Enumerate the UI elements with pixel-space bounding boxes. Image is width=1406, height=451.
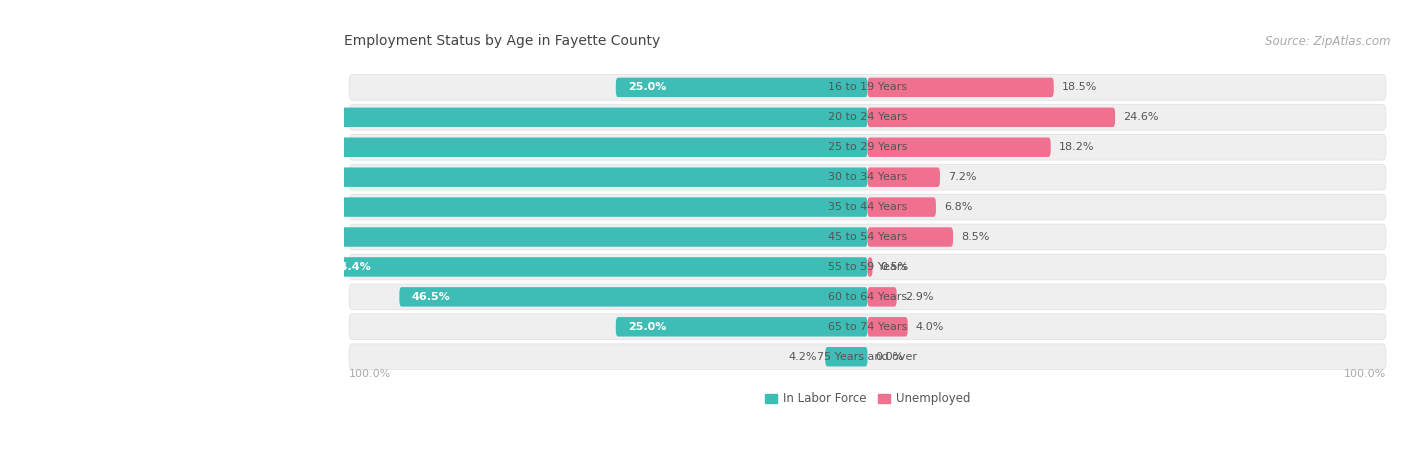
- Text: 0.5%: 0.5%: [880, 262, 908, 272]
- Text: 100.0%: 100.0%: [349, 369, 391, 379]
- Text: 25.0%: 25.0%: [628, 83, 666, 92]
- Text: 8.5%: 8.5%: [962, 232, 990, 242]
- Text: 30 to 34 Years: 30 to 34 Years: [828, 172, 907, 182]
- Text: 75 Years and over: 75 Years and over: [817, 352, 918, 362]
- Text: 0.0%: 0.0%: [876, 352, 904, 362]
- FancyBboxPatch shape: [349, 194, 1386, 220]
- FancyBboxPatch shape: [868, 78, 1053, 97]
- FancyBboxPatch shape: [128, 138, 868, 157]
- Text: 72.3%: 72.3%: [152, 232, 190, 242]
- FancyBboxPatch shape: [349, 344, 1386, 370]
- Legend: In Labor Force, Unemployed: In Labor Force, Unemployed: [761, 388, 974, 410]
- FancyBboxPatch shape: [868, 227, 953, 247]
- Text: 54.4%: 54.4%: [332, 262, 371, 272]
- FancyBboxPatch shape: [146, 198, 868, 217]
- Text: 73.5%: 73.5%: [139, 142, 179, 152]
- Text: Employment Status by Age in Fayette County: Employment Status by Age in Fayette Coun…: [344, 34, 661, 48]
- FancyBboxPatch shape: [825, 347, 868, 367]
- Text: Source: ZipAtlas.com: Source: ZipAtlas.com: [1265, 35, 1391, 48]
- Text: 4.2%: 4.2%: [789, 352, 817, 362]
- Text: 83.6%: 83.6%: [38, 172, 76, 182]
- FancyBboxPatch shape: [616, 78, 868, 97]
- Text: 24.6%: 24.6%: [1123, 112, 1159, 122]
- Text: 16 to 19 Years: 16 to 19 Years: [828, 83, 907, 92]
- Text: 60 to 64 Years: 60 to 64 Years: [828, 292, 907, 302]
- FancyBboxPatch shape: [349, 224, 1386, 250]
- FancyBboxPatch shape: [399, 287, 868, 307]
- FancyBboxPatch shape: [349, 105, 1386, 130]
- FancyBboxPatch shape: [868, 198, 936, 217]
- FancyBboxPatch shape: [868, 167, 941, 187]
- FancyBboxPatch shape: [868, 108, 1115, 127]
- FancyBboxPatch shape: [349, 284, 1386, 310]
- FancyBboxPatch shape: [349, 134, 1386, 160]
- Text: 45 to 54 Years: 45 to 54 Years: [828, 232, 907, 242]
- Text: 35 to 44 Years: 35 to 44 Years: [828, 202, 907, 212]
- FancyBboxPatch shape: [25, 167, 868, 187]
- Text: 6.8%: 6.8%: [943, 202, 973, 212]
- FancyBboxPatch shape: [349, 164, 1386, 190]
- Text: 71.7%: 71.7%: [157, 202, 197, 212]
- Text: 18.5%: 18.5%: [1062, 83, 1097, 92]
- FancyBboxPatch shape: [868, 257, 873, 276]
- Text: 25.0%: 25.0%: [628, 322, 666, 332]
- FancyBboxPatch shape: [868, 317, 908, 336]
- FancyBboxPatch shape: [139, 227, 868, 247]
- FancyBboxPatch shape: [349, 314, 1386, 340]
- Text: 55 to 59 Years: 55 to 59 Years: [828, 262, 907, 272]
- Text: 4.0%: 4.0%: [915, 322, 945, 332]
- Text: 65 to 74 Years: 65 to 74 Years: [828, 322, 907, 332]
- Text: 46.5%: 46.5%: [412, 292, 450, 302]
- FancyBboxPatch shape: [868, 287, 897, 307]
- FancyBboxPatch shape: [15, 108, 868, 127]
- FancyBboxPatch shape: [349, 74, 1386, 100]
- Text: 100.0%: 100.0%: [1344, 369, 1386, 379]
- Text: 2.9%: 2.9%: [904, 292, 934, 302]
- FancyBboxPatch shape: [319, 257, 868, 276]
- FancyBboxPatch shape: [349, 254, 1386, 280]
- Text: 20 to 24 Years: 20 to 24 Years: [828, 112, 907, 122]
- Text: 25 to 29 Years: 25 to 29 Years: [828, 142, 907, 152]
- FancyBboxPatch shape: [868, 138, 1050, 157]
- Text: 18.2%: 18.2%: [1059, 142, 1094, 152]
- Text: 84.6%: 84.6%: [28, 112, 66, 122]
- Text: 7.2%: 7.2%: [948, 172, 977, 182]
- FancyBboxPatch shape: [616, 317, 868, 336]
